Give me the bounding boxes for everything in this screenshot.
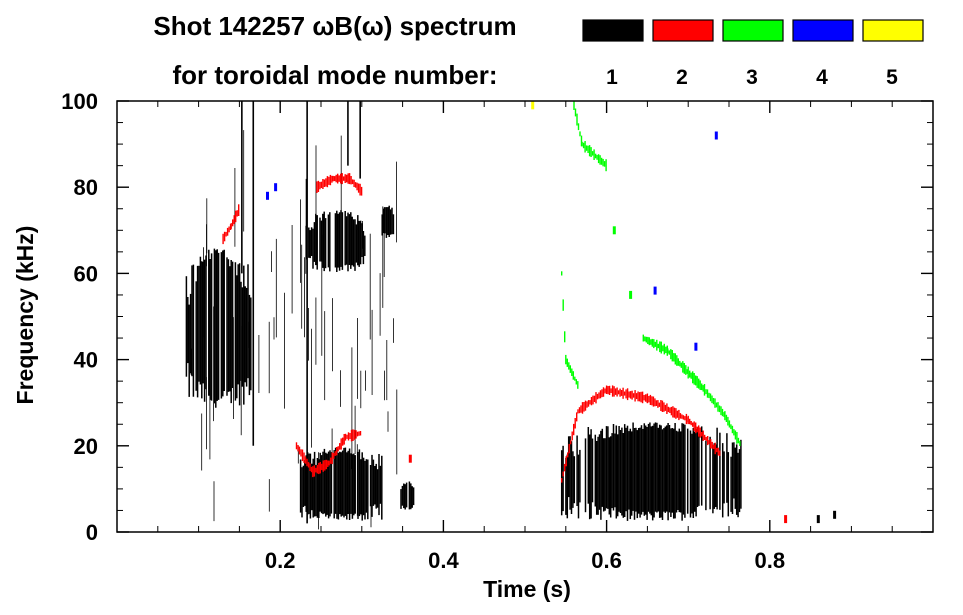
chart-title-line2: for toroidal mode number: bbox=[173, 60, 498, 90]
speck-mode-2 bbox=[408, 454, 412, 463]
legend: 1 2 3 4 5 bbox=[582, 19, 924, 89]
legend-swatch-mode-1 bbox=[582, 19, 644, 42]
legend-label-mode-3: 3 bbox=[746, 66, 758, 89]
mode-1-region bbox=[560, 422, 742, 521]
speck-mode-1 bbox=[816, 515, 820, 524]
y-axis-label: Frequency (kHz) bbox=[12, 226, 38, 405]
legend-label-mode-5: 5 bbox=[886, 66, 898, 89]
y-tick-label: 100 bbox=[61, 89, 98, 114]
mode-2-track bbox=[561, 385, 721, 483]
mode-2-track bbox=[222, 204, 240, 245]
mode-2-track bbox=[316, 173, 363, 196]
x-axis-label: Time (s) bbox=[483, 576, 571, 602]
mode-3-track bbox=[573, 100, 607, 172]
speck-mode-5 bbox=[531, 101, 535, 110]
speck-mode-3 bbox=[612, 226, 616, 235]
speck-mode-4 bbox=[714, 131, 718, 140]
legend-label-mode-1: 1 bbox=[606, 66, 618, 89]
axes: 0.2 0.4 0.6 0.8 0 20 40 60 80 100 bbox=[61, 89, 933, 573]
speck-mode-4 bbox=[653, 286, 657, 295]
x-tick-label: 0.6 bbox=[591, 548, 622, 573]
mode-1-region bbox=[400, 481, 415, 510]
y-tick-label: 60 bbox=[74, 261, 98, 286]
legend-swatch-mode-4 bbox=[792, 19, 854, 42]
chart-title-line1: Shot 142257 ωB(ω) spectrum bbox=[153, 11, 516, 41]
mode-1-region bbox=[381, 205, 395, 238]
legend-label-mode-4: 4 bbox=[816, 66, 828, 89]
y-tick-label: 0 bbox=[86, 520, 98, 545]
y-tick-label: 40 bbox=[74, 348, 98, 373]
mode-2-track bbox=[295, 429, 362, 478]
mode-1-region bbox=[299, 447, 383, 521]
x-tick-label: 0.2 bbox=[265, 548, 296, 573]
speck-mode-4 bbox=[266, 191, 269, 200]
y-tick-label: 20 bbox=[74, 434, 98, 459]
speck-mode-1 bbox=[833, 510, 837, 519]
x-tick-label: 0.8 bbox=[755, 548, 786, 573]
mode-3-track bbox=[642, 334, 741, 446]
legend-swatch-mode-3 bbox=[722, 19, 784, 42]
legend-label-mode-2: 2 bbox=[676, 66, 688, 89]
speck-mode-3 bbox=[629, 290, 633, 299]
mode-3-track bbox=[561, 271, 579, 389]
legend-swatch-mode-5 bbox=[862, 19, 924, 42]
mode-1-region bbox=[308, 210, 366, 272]
scatter-lines bbox=[190, 130, 398, 530]
y-tick-label: 80 bbox=[74, 175, 98, 200]
speck-mode-2 bbox=[784, 515, 788, 524]
plot-area bbox=[185, 100, 837, 530]
mode-1-region bbox=[185, 248, 252, 408]
speck-mode-4 bbox=[694, 342, 698, 351]
legend-swatch-mode-2 bbox=[652, 19, 714, 42]
x-tick-label: 0.4 bbox=[428, 548, 459, 573]
speck-mode-4 bbox=[274, 183, 278, 192]
